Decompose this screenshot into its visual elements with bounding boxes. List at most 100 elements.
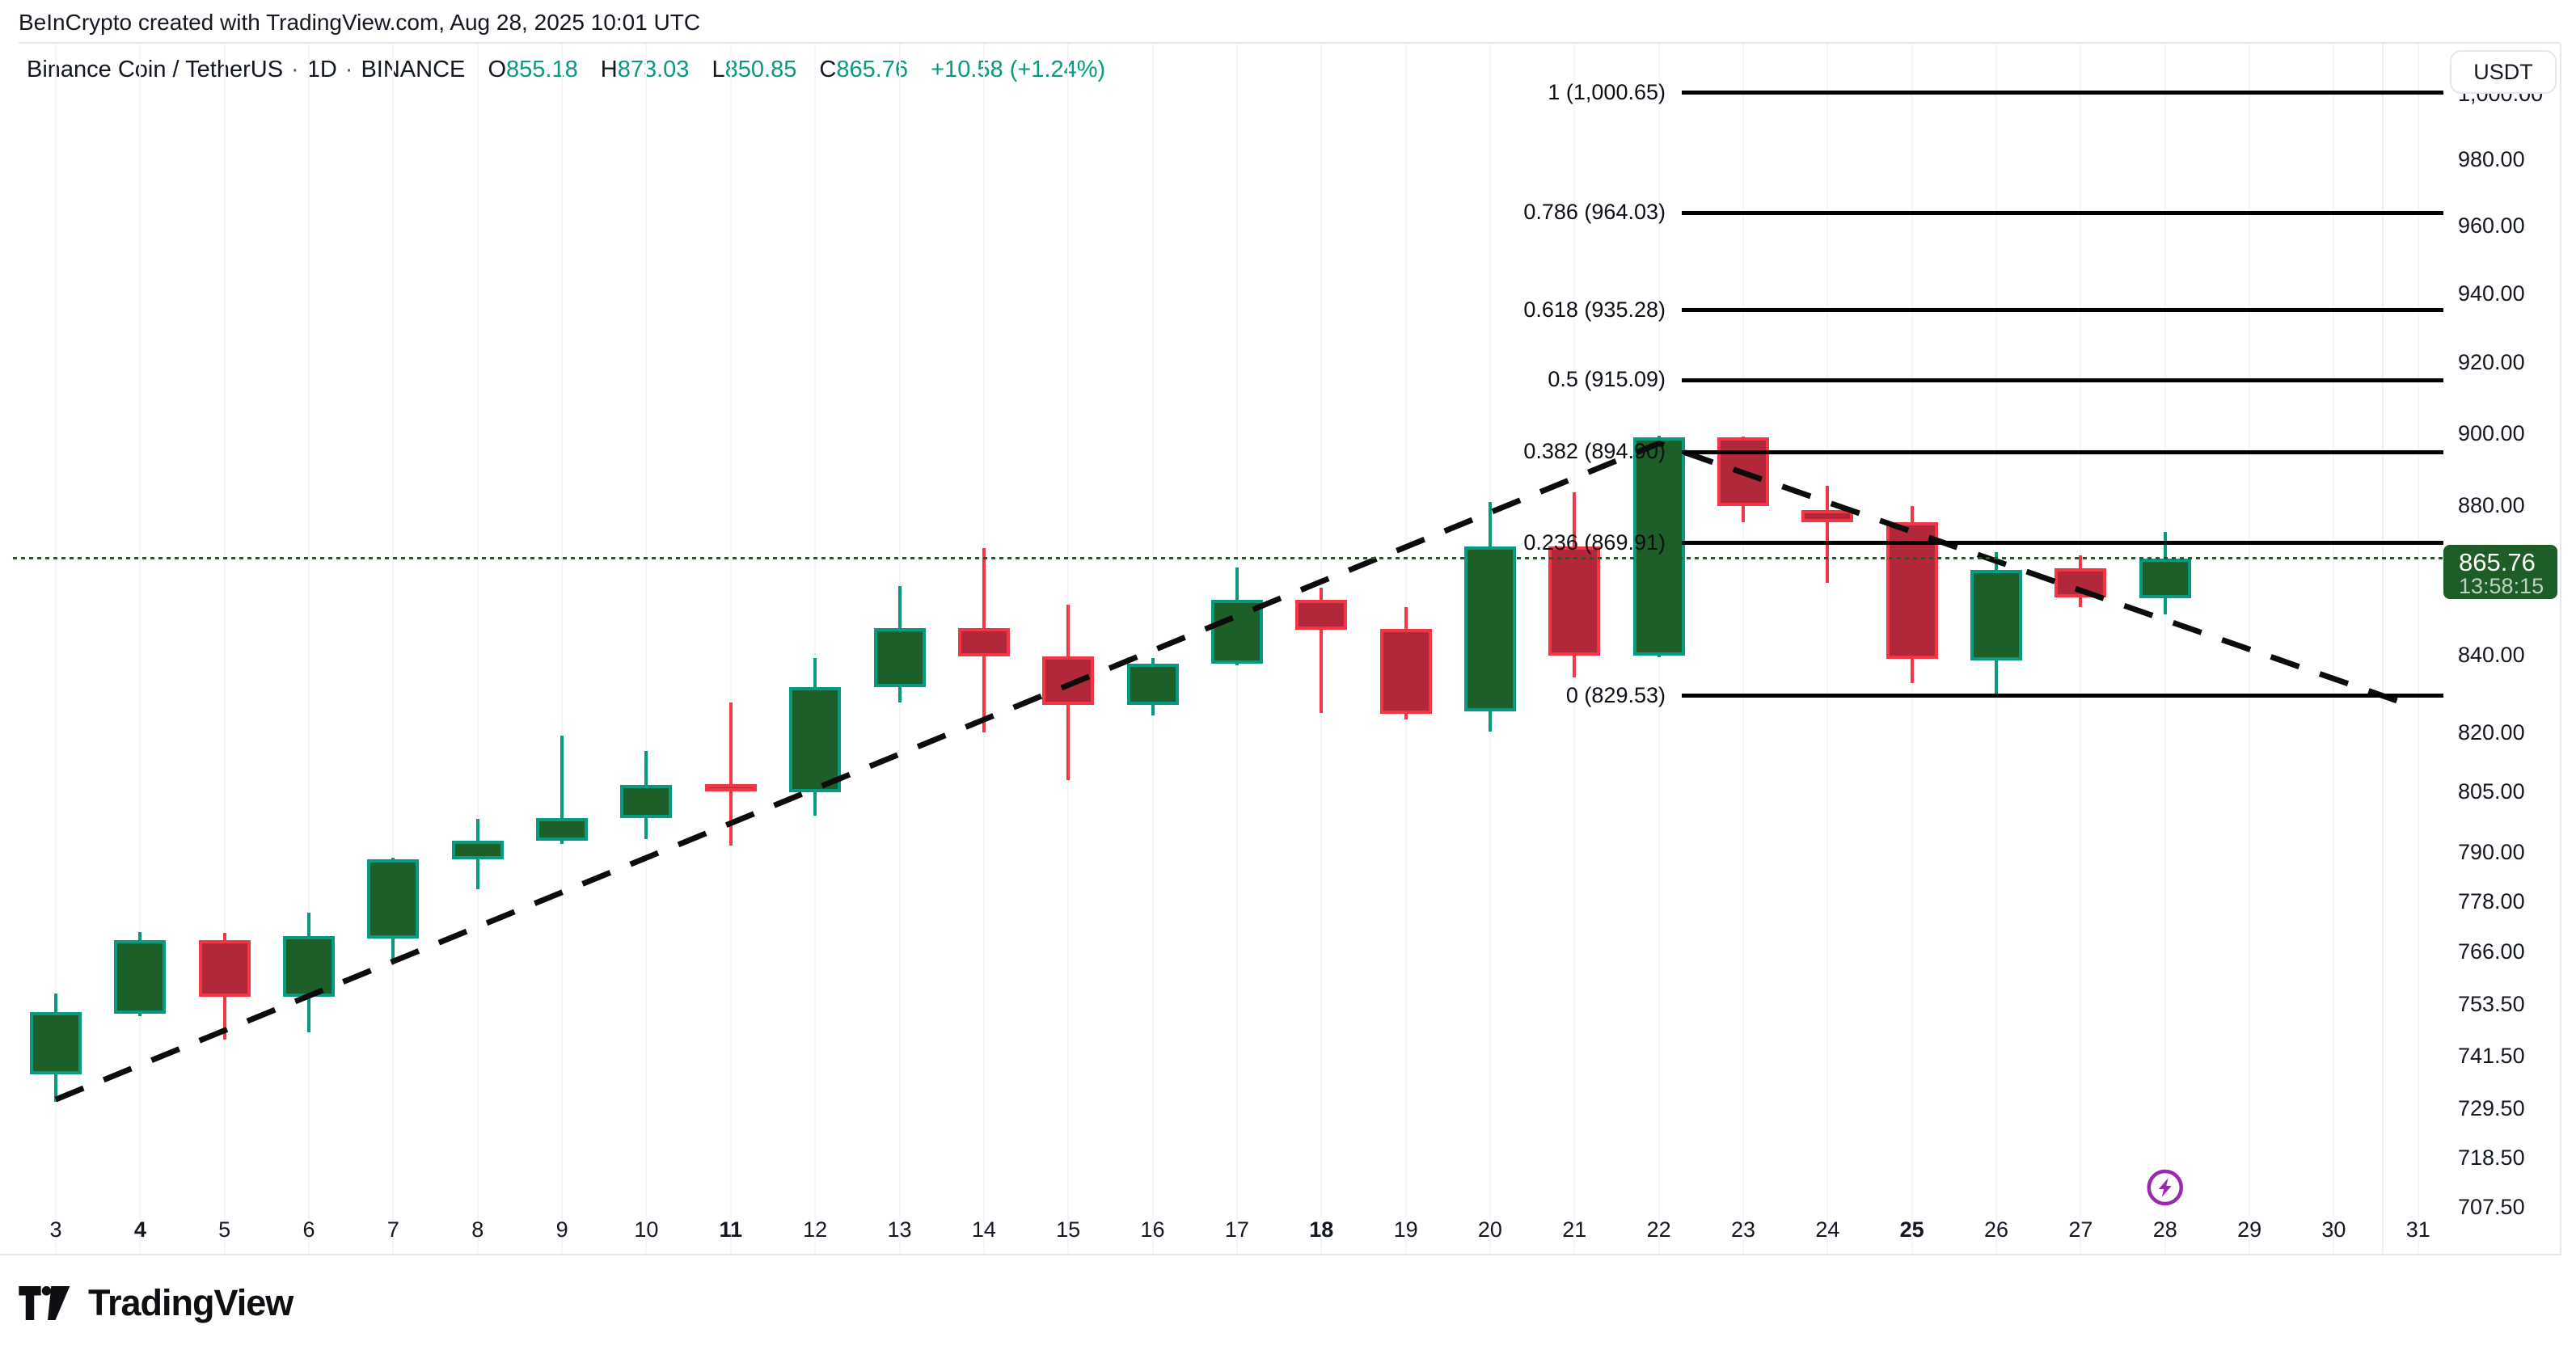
gridline: [561, 44, 564, 1254]
fib-line-0.236: [1682, 541, 2443, 546]
candle-body-day-10: [620, 784, 673, 819]
gridline: [1151, 44, 1154, 1254]
change-label: +10.58 (+1.24%): [931, 57, 1106, 82]
time-tick-17: 17: [1224, 1217, 1249, 1242]
gridline: [814, 44, 817, 1254]
price-tick-707.50: 707.50: [2458, 1194, 2525, 1219]
candle-body-day-3: [30, 1012, 82, 1075]
tradingview-logo-text: TradingView: [88, 1282, 293, 1323]
candle-body-day-26: [1970, 570, 2023, 661]
top-divider: [19, 42, 2560, 44]
candle-body-day-23: [1717, 437, 1769, 506]
tradingview-logo-icon: [19, 1286, 70, 1320]
ohlc-open: O855.18: [488, 57, 578, 82]
time-tick-9: 9: [555, 1217, 568, 1242]
price-tick-741.50: 741.50: [2458, 1044, 2525, 1069]
price-tick-729.50: 729.50: [2458, 1096, 2525, 1121]
tradingview-logo[interactable]: TradingView: [19, 1282, 293, 1324]
gridline: [645, 44, 648, 1254]
gridline: [2164, 44, 2166, 1254]
time-tick-4: 4: [133, 1217, 146, 1242]
candle-body-day-9: [536, 818, 589, 841]
price-tick-718.50: 718.50: [2458, 1145, 2525, 1170]
fib-line-0: [1682, 694, 2443, 698]
gridline: [2080, 44, 2082, 1254]
gridline: [55, 44, 57, 1254]
ohlc-close: C865.76: [819, 57, 909, 82]
interval-label: 1D: [306, 57, 337, 82]
current-price-line: [13, 557, 2443, 560]
candle-body-day-22: [1632, 437, 1685, 656]
time-tick-12: 12: [803, 1217, 828, 1242]
time-tick-20: 20: [1477, 1217, 1502, 1242]
fib-label-0.236: 0.236 (869.91): [1523, 529, 1666, 555]
time-tick-14: 14: [971, 1217, 996, 1242]
time-tick-29: 29: [2237, 1217, 2262, 1242]
trendline-dashed: [54, 440, 2403, 1103]
time-tick-7: 7: [386, 1217, 399, 1242]
time-tick-13: 13: [887, 1217, 912, 1242]
chart-legend: Binance Coin / TetherUS · 1D · BINANCE O855.…: [27, 57, 1105, 83]
time-tick-26: 26: [1984, 1217, 2009, 1242]
gridline: [729, 44, 732, 1254]
price-tick-778.00: 778.00: [2458, 889, 2525, 913]
fib-label-1: 1 (1,000.65): [1548, 79, 1666, 104]
fib-line-1: [1682, 91, 2443, 95]
time-tick-24: 24: [1815, 1217, 1840, 1242]
price-tick-840.00: 840.00: [2458, 643, 2525, 667]
gridline: [2417, 44, 2419, 1254]
fib-line-0.786: [1682, 210, 2443, 215]
time-tick-19: 19: [1393, 1217, 1418, 1242]
candle-body-day-8: [451, 840, 504, 860]
time-tick-21: 21: [1562, 1217, 1587, 1242]
ohlc-low: L850.85: [712, 57, 797, 82]
fib-label-0.786: 0.786 (964.03): [1523, 200, 1666, 225]
candle-body-day-11: [704, 783, 757, 792]
time-tick-15: 15: [1056, 1217, 1081, 1242]
currency-toggle-button[interactable]: USDT: [2450, 50, 2557, 94]
time-tick-28: 28: [2152, 1217, 2177, 1242]
candle-body-day-16: [1126, 663, 1179, 705]
price-tick-766.00: 766.00: [2458, 939, 2525, 964]
gridline: [476, 44, 479, 1254]
time-tick-6: 6: [302, 1217, 315, 1242]
fib-line-0.5: [1682, 378, 2443, 382]
time-tick-11: 11: [719, 1217, 743, 1242]
candle-wick-day-24: [1826, 486, 1830, 584]
time-axis-divider: [0, 1254, 2561, 1255]
lightning-icon[interactable]: [2147, 1169, 2183, 1206]
price-axis-divider: [2382, 44, 2384, 1254]
time-tick-31: 31: [2405, 1217, 2430, 1242]
time-tick-18: 18: [1309, 1217, 1334, 1242]
candle-wick-day-18: [1320, 588, 1324, 714]
price-tick-960.00: 960.00: [2458, 213, 2525, 238]
price-tick-900.00: 900.00: [2458, 420, 2525, 445]
fib-line-0.618: [1682, 308, 2443, 313]
legend-separator: ·: [291, 57, 299, 82]
last-price-value: 865.76: [2459, 547, 2536, 576]
price-tick-920.00: 920.00: [2458, 350, 2525, 375]
candle-wick-day-11: [728, 702, 733, 846]
exchange-label: BINANCE: [361, 57, 466, 82]
last-price-badge: 865.76 13:58:15: [2443, 544, 2557, 599]
fib-label-0.618: 0.618 (935.28): [1523, 297, 1666, 322]
gridline: [1826, 44, 1829, 1254]
legend-separator: ·: [344, 57, 353, 82]
time-tick-22: 22: [1646, 1217, 1671, 1242]
time-tick-23: 23: [1730, 1217, 1756, 1242]
candle-body-day-14: [957, 628, 1010, 657]
candle-body-day-6: [283, 936, 336, 998]
right-edge-divider: [2560, 44, 2561, 1254]
ohlc-high: H873.03: [600, 57, 690, 82]
candle-body-day-12: [789, 686, 842, 793]
fib-line-0.382: [1682, 449, 2443, 454]
price-tick-980.00: 980.00: [2458, 146, 2525, 171]
gridline: [2333, 44, 2335, 1254]
time-tick-8: 8: [471, 1217, 484, 1242]
candle-body-day-7: [367, 859, 420, 939]
symbol-title: Binance Coin / TetherUS: [27, 57, 284, 82]
candle-body-day-20: [1463, 546, 1516, 712]
price-tick-753.50: 753.50: [2458, 992, 2525, 1017]
